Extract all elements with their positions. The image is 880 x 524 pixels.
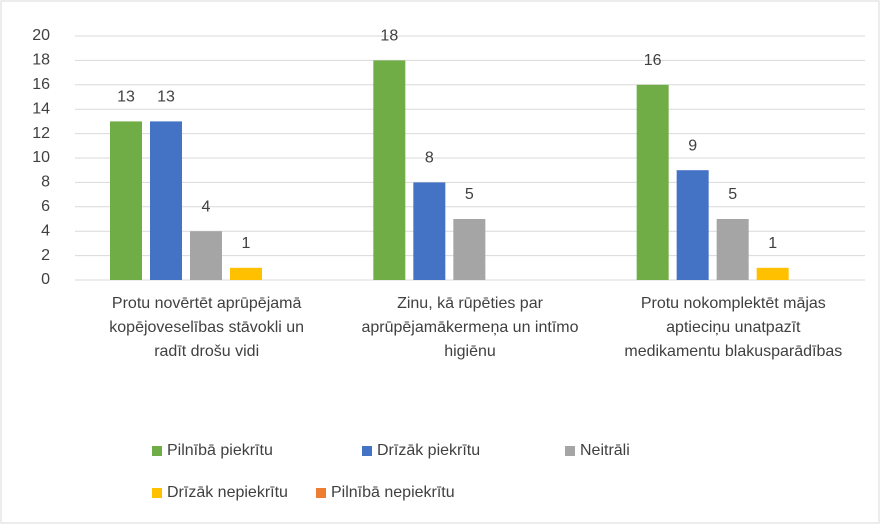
data-label: 16: [644, 52, 662, 69]
legend-item: Drīzāk piekrītu: [362, 442, 480, 460]
y-tick-label: 10: [32, 149, 50, 166]
data-label: 5: [728, 186, 737, 203]
legend-swatch: [565, 446, 575, 456]
data-label: 13: [157, 89, 175, 106]
legend-item: Drīzāk nepiekrītu: [152, 484, 288, 502]
legend-item: Pilnībā piekrītu: [152, 442, 273, 460]
bar: [150, 121, 182, 281]
legend-label: Pilnībā nepiekrītu: [331, 484, 455, 501]
data-label: 9: [688, 137, 697, 154]
bar: [190, 231, 222, 280]
x-tick-label: Zinu, kā rūpēties par aprūpējamākermeņa …: [361, 295, 579, 360]
y-tick-label: 8: [41, 174, 50, 191]
x-tick-label: Protu novērtēt aprūpējamā kopējoveselība…: [109, 295, 305, 360]
data-label: 4: [202, 198, 211, 215]
bar: [756, 267, 789, 280]
y-tick-label: 16: [32, 76, 50, 93]
y-tick-label: 4: [41, 222, 50, 239]
legend-item: Neitrāli: [565, 442, 630, 460]
legend-label: Pilnībā piekrītu: [167, 442, 273, 459]
bar: [716, 219, 749, 280]
bar: [453, 219, 486, 280]
y-tick-label: 0: [41, 271, 50, 288]
data-label: 13: [117, 89, 135, 106]
bar: [110, 121, 142, 281]
bar: [230, 267, 262, 280]
legend-swatch: [316, 488, 326, 498]
y-tick-label: 6: [41, 198, 50, 215]
y-tick-label: 2: [41, 247, 50, 264]
legend-label: Drīzāk nepiekrītu: [167, 484, 288, 501]
y-tick-label: 14: [32, 100, 50, 117]
legend-swatch: [152, 446, 162, 456]
y-tick-label: 12: [32, 125, 50, 142]
data-label: 1: [768, 235, 777, 252]
legend-label: Drīzāk piekrītu: [377, 442, 481, 459]
x-tick-label: Protu nokomplektēt mājas aptieciņu unatp…: [624, 295, 843, 360]
legend-item: Pilnībā nepiekrītu: [316, 484, 455, 502]
y-tick-label: 18: [32, 52, 50, 69]
bar: [413, 182, 446, 280]
data-label: 1: [242, 235, 251, 252]
legend-swatch: [152, 488, 162, 498]
bar: [636, 84, 669, 280]
legend-swatch: [362, 446, 372, 456]
y-tick-label: 20: [32, 27, 50, 44]
bar: [373, 60, 406, 281]
legend-label: Neitrāli: [580, 442, 630, 459]
bar: [676, 170, 709, 280]
data-label: 18: [380, 28, 398, 45]
data-label: 5: [465, 186, 474, 203]
data-label: 8: [425, 150, 434, 167]
